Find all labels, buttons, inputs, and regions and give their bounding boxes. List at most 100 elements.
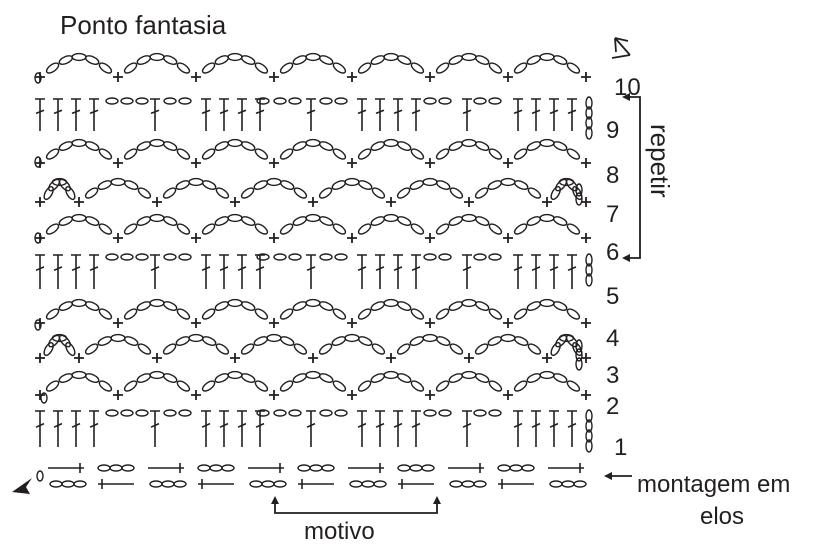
single-crochet-icon (425, 233, 435, 243)
chain-stitch-icon (370, 141, 386, 151)
single-crochet-icon (347, 318, 357, 328)
chain-stitch-icon (572, 186, 583, 201)
single-crochet-icon (191, 233, 201, 243)
single-crochet-icon (542, 353, 552, 363)
single-crochet-icon (269, 318, 279, 328)
chain-stitch-icon (84, 141, 100, 151)
chain-stitch-icon (332, 148, 347, 160)
chain-stitch-icon (349, 480, 363, 488)
chain-stitch-icon (575, 339, 583, 353)
chain-stitch-icon (71, 138, 87, 148)
chain-stitch-icon (215, 187, 230, 199)
chain-stitch-icon (473, 409, 487, 417)
chain-stitch-icon (473, 97, 487, 105)
chain-stitch-icon (123, 62, 138, 74)
double-crochet-icon (53, 254, 63, 289)
chain-stitch-icon (256, 409, 270, 417)
double-crochet-icon (567, 98, 577, 131)
chain-stitch-icon (135, 409, 149, 417)
chain-stitch-icon (40, 392, 48, 404)
chain-stitch-icon (575, 348, 583, 362)
chain-stitch-icon (214, 55, 230, 65)
chain-stitch-icon (318, 216, 334, 226)
chain-stitch-icon (240, 141, 256, 151)
chain-stitch-icon (162, 301, 178, 311)
chain-stitch-icon (423, 97, 437, 105)
chain-stitch-icon (575, 183, 583, 197)
chain-stitch-icon (149, 480, 163, 488)
single-crochet-icon (581, 318, 591, 328)
single-crochet-icon (464, 353, 474, 363)
chain-stitch-icon (201, 336, 217, 346)
chain-stitch-icon (136, 301, 152, 311)
chain-stitch-icon (293, 343, 308, 355)
chain-stitch-icon (163, 97, 177, 105)
double-crochet-icon (411, 254, 421, 289)
chain-stitch-icon (585, 429, 593, 443)
chain-stitch-icon (331, 336, 347, 346)
chain-stitch-icon (318, 141, 334, 151)
foundation-row (48, 463, 587, 489)
chain-stitch-icon (396, 373, 412, 383)
chain-stitch-icon (162, 55, 178, 65)
chain-stitch-icon (585, 106, 593, 120)
chain-stitch-icon (332, 62, 347, 74)
chain-stitch-icon (97, 336, 113, 346)
chain-stitch-icon (293, 187, 308, 199)
chain-stitch-icon (334, 409, 348, 417)
chain-stitch-icon (331, 180, 347, 190)
chain-stitch-icon (357, 62, 372, 74)
single-crochet-icon (503, 390, 513, 400)
chain-stitch-icon (550, 186, 561, 201)
chain-stitch-icon (488, 308, 503, 320)
chain-stitch-icon (474, 216, 490, 226)
motif-bracket (274, 500, 438, 514)
chain-stitch-icon (240, 301, 256, 311)
chain-stitch-icon (279, 308, 294, 320)
double-crochet-icon (219, 410, 229, 447)
chain-stitch-icon (319, 409, 333, 417)
single-crochet-icon (581, 233, 591, 243)
chain-stitch-icon (500, 177, 516, 187)
chain-stitch-icon (575, 192, 583, 206)
chain-stitch-icon (71, 370, 87, 380)
single-crochet-icon (581, 390, 591, 400)
chain-stitch-icon (370, 55, 386, 65)
chain-stitch-icon (318, 301, 334, 311)
single-crochet-icon (191, 158, 201, 168)
chain-stitch-icon (552, 216, 568, 226)
foundation-stitch-icon (48, 463, 84, 473)
chain-stitch-icon (438, 253, 452, 261)
double-crochet-icon (255, 410, 265, 447)
double-crochet-icon (531, 254, 541, 289)
chain-stitch-icon (292, 55, 308, 65)
chain-stitch-icon (214, 141, 230, 151)
chain-stitch-icon (585, 439, 593, 453)
chain-stitch-icon (513, 148, 528, 160)
chain-stitch-icon (123, 180, 139, 190)
single-crochet-icon (347, 390, 357, 400)
chain-stitch-icon (161, 480, 175, 488)
chain-stitch-icon (527, 187, 542, 199)
double-crochet-icon (71, 254, 81, 289)
chain-stitch-icon (58, 301, 74, 311)
chain-stitch-icon (435, 380, 450, 392)
foundation-label-line2: elos (700, 503, 744, 530)
chain-stitch-icon (513, 336, 529, 346)
chain-stitch-icon (197, 464, 211, 472)
chain-stitch-icon (214, 373, 230, 383)
chain-stitch-icon (552, 55, 568, 65)
double-crochet-icon (150, 410, 160, 447)
chain-stitch-icon (539, 298, 555, 308)
chain-stitch-icon (488, 97, 502, 105)
chain-stitch-icon (43, 186, 54, 201)
chain-stitch-icon (209, 464, 223, 472)
chain-stitch-icon (201, 62, 216, 74)
chain-stitch-icon (178, 97, 192, 105)
foundation-stitch-icon (398, 479, 434, 489)
double-crochet-icon (35, 410, 45, 447)
chain-stitch-icon (373, 480, 387, 488)
double-crochet-icon (531, 98, 541, 131)
chain-stitch-icon (550, 342, 561, 357)
